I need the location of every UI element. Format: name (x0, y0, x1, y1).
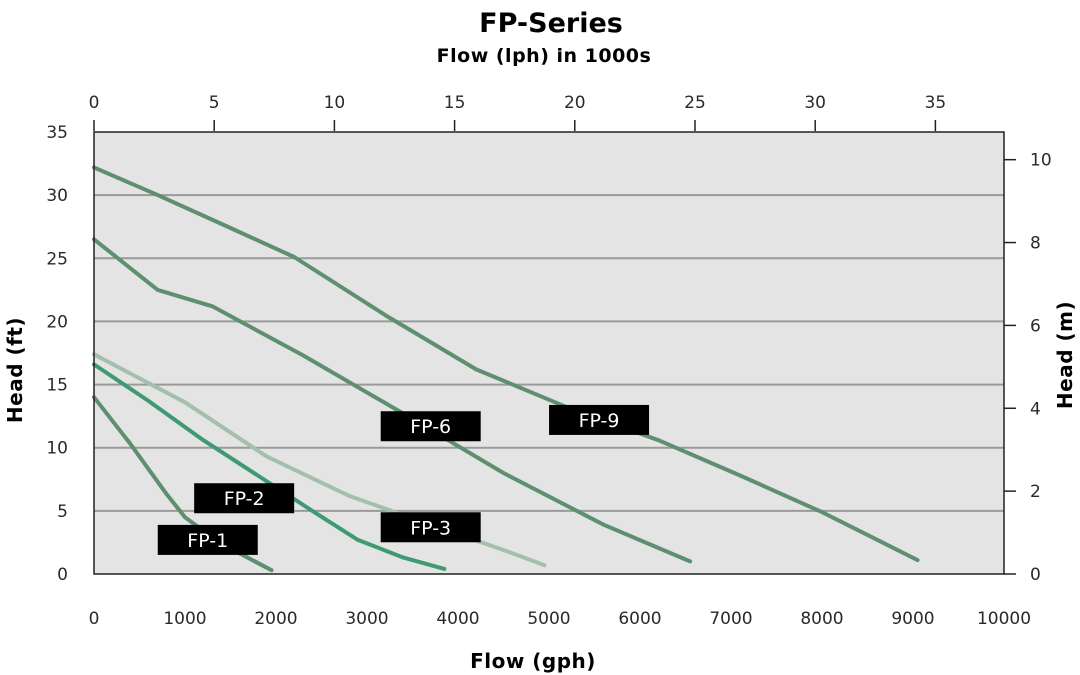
y-axis-label: Head (ft) (3, 317, 27, 423)
y-tick-label: 25 (46, 249, 68, 269)
x2-tick-label: 30 (804, 93, 826, 113)
y-tick-label: 35 (46, 123, 68, 143)
y2-tick-label: 2 (1030, 482, 1041, 502)
x-tick-label: 10000 (977, 609, 1031, 629)
x2-tick-label: 0 (89, 93, 100, 113)
series-label-box (194, 483, 295, 514)
series-label-box (380, 512, 481, 543)
x-tick-label: 9000 (891, 609, 934, 629)
x2-tick-label: 5 (209, 93, 220, 113)
tick-labels: 0 1000 2000 3000 4000 5000 6000 7000 8000 9000 100… (46, 93, 1051, 629)
y2-tick-label: 6 (1030, 316, 1041, 336)
y-tick-label: 15 (46, 376, 68, 396)
series-label-box (549, 404, 650, 435)
x-tick-label: 0 (89, 609, 100, 629)
x2-tick-label: 35 (925, 93, 947, 113)
x2-tick-label: 15 (444, 93, 466, 113)
series-label-text: FP-2 (224, 488, 265, 510)
y2-axis-label: Head (m) (1053, 301, 1077, 409)
y-tick-label: 30 (46, 186, 68, 206)
x-tick-label: 3000 (345, 609, 388, 629)
series-label-text: FP-1 (187, 530, 228, 552)
series-label-box (157, 524, 258, 555)
x-tick-label: 5000 (527, 609, 570, 629)
x2-tick-label: 20 (564, 93, 586, 113)
x-tick-label: 1000 (163, 609, 206, 629)
y2-tick-label: 4 (1030, 399, 1041, 419)
y2-tick-label: 0 (1030, 565, 1041, 585)
series-line-fp-9 (92, 165, 920, 563)
x2-tick-label: 10 (324, 93, 346, 113)
x-tick-label: 4000 (436, 609, 479, 629)
y-tick-label: 20 (46, 312, 68, 332)
chart-title: FP-Series (479, 8, 623, 39)
series-line-fp-6 (92, 237, 693, 564)
series-label-text: FP-3 (410, 517, 451, 539)
y-tick-label: 0 (57, 565, 68, 585)
series-line-fp-3 (92, 352, 547, 568)
x-tick-label: 6000 (618, 609, 661, 629)
series-label-text: FP-6 (410, 416, 451, 438)
plot-frame (93, 131, 1005, 575)
y2-tick-label: 10 (1030, 151, 1052, 171)
series-label-box (380, 411, 481, 442)
x-axis-label: Flow (gph) (470, 649, 596, 673)
series-label-text: FP-9 (579, 410, 620, 432)
x2-tick-label: 25 (684, 93, 706, 113)
x-tick-label: 2000 (254, 609, 297, 629)
y2-tick-label: 8 (1030, 234, 1041, 254)
y-tick-label: 10 (46, 439, 68, 459)
series-labels: FP-1 FP-2 FP-3 FP-6 FP-9 (157, 404, 650, 555)
y-tick-label: 5 (57, 502, 68, 522)
x-tick-label: 8000 (800, 609, 843, 629)
x-tick-label: 7000 (709, 609, 752, 629)
chart-subtitle: Flow (lph) in 1000s (437, 45, 652, 67)
